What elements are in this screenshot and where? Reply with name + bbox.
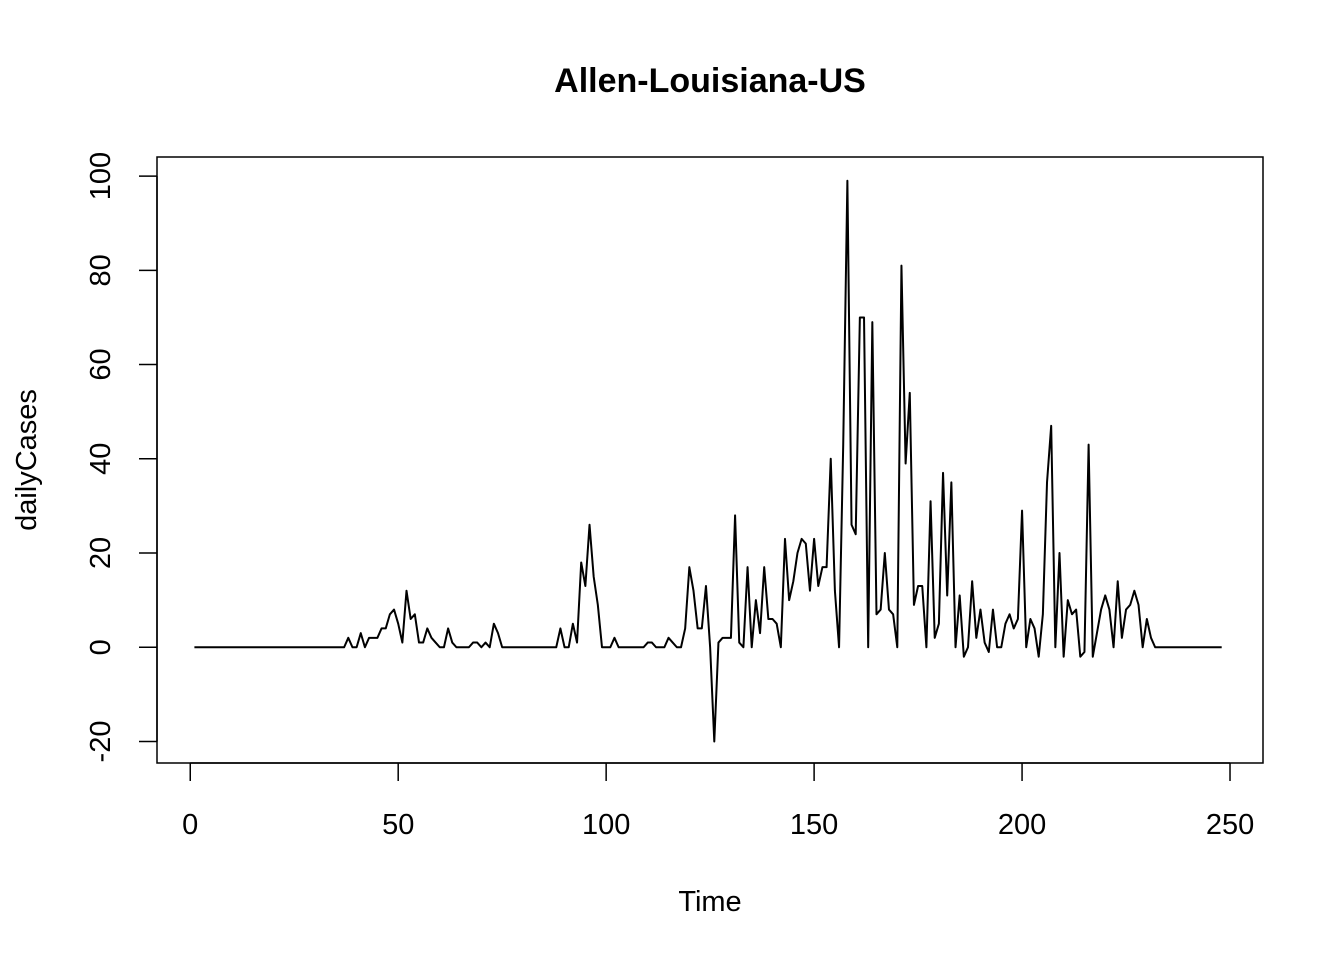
chart-title: Allen-Louisiana-US (554, 62, 866, 100)
plot-frame (156, 156, 1264, 764)
y-tick-label: 40 (85, 443, 117, 475)
x-tick-label: 100 (582, 809, 630, 841)
y-axis-label: dailyCases (11, 389, 43, 531)
y-axis: -20 0 20 40 60 80 100 (85, 152, 158, 763)
x-tick-label: 200 (998, 809, 1046, 841)
y-tick-label: 80 (85, 254, 117, 286)
series-layer (194, 179, 1222, 743)
y-tick-label: -20 (85, 721, 117, 763)
y-tick-label: 60 (85, 348, 117, 380)
x-tick-label: 150 (790, 809, 838, 841)
x-axis: 0 50 100 150 200 250 (182, 762, 1254, 841)
series-line (194, 179, 1222, 743)
x-tick-label: 250 (1206, 809, 1254, 841)
x-tick-label: 0 (182, 809, 198, 841)
x-tick-label: 50 (382, 809, 414, 841)
y-tick-label: 100 (85, 152, 117, 200)
y-tick-label: 20 (85, 537, 117, 569)
y-tick-label: 0 (85, 639, 117, 655)
x-axis-label: Time (678, 886, 741, 918)
